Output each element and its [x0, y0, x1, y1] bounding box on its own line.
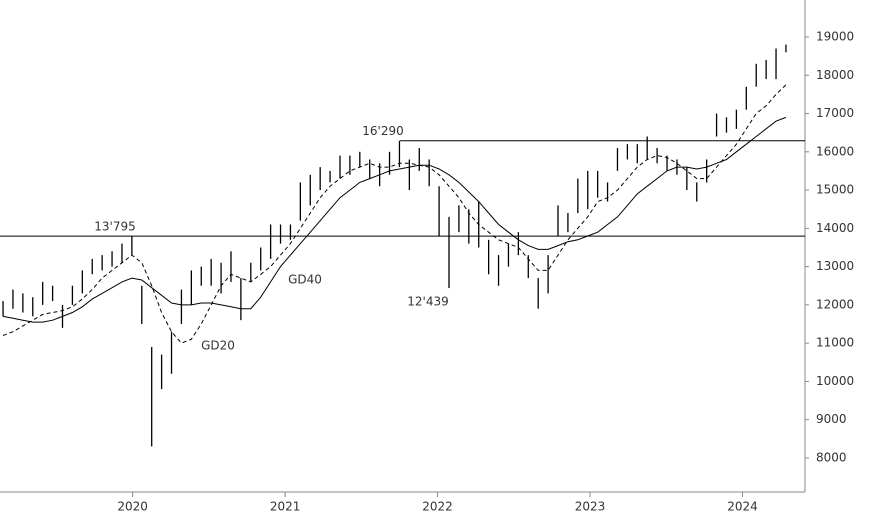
- y-tick-label: 13000: [816, 259, 854, 273]
- level-label: 13'795: [94, 220, 135, 234]
- y-tick-label: 15000: [816, 183, 854, 197]
- moving-average-line: [2, 116, 787, 323]
- y-tick-label: 11000: [816, 336, 854, 350]
- x-tick-label: 2022: [422, 500, 453, 514]
- series-label: GD40: [288, 273, 322, 287]
- x-tick-label: 2024: [727, 500, 758, 514]
- level-label: 16'290: [362, 124, 403, 138]
- y-tick-label: 19000: [816, 30, 854, 44]
- y-tick-label: 12000: [816, 297, 854, 311]
- y-tick-label: 14000: [816, 221, 854, 235]
- y-tick-label: 18000: [816, 68, 854, 82]
- x-tick-label: 2020: [117, 500, 148, 514]
- y-tick-label: 16000: [816, 144, 854, 158]
- y-tick-label: 10000: [816, 374, 854, 388]
- series-label: GD20: [201, 339, 235, 353]
- low-label: 12'439: [407, 295, 448, 309]
- y-tick-label: 8000: [816, 450, 847, 464]
- x-tick-label: 2023: [575, 500, 606, 514]
- y-tick-label: 9000: [816, 412, 847, 426]
- moving-average-line: [2, 84, 787, 344]
- y-tick-label: 17000: [816, 106, 854, 120]
- x-tick-label: 2021: [270, 500, 301, 514]
